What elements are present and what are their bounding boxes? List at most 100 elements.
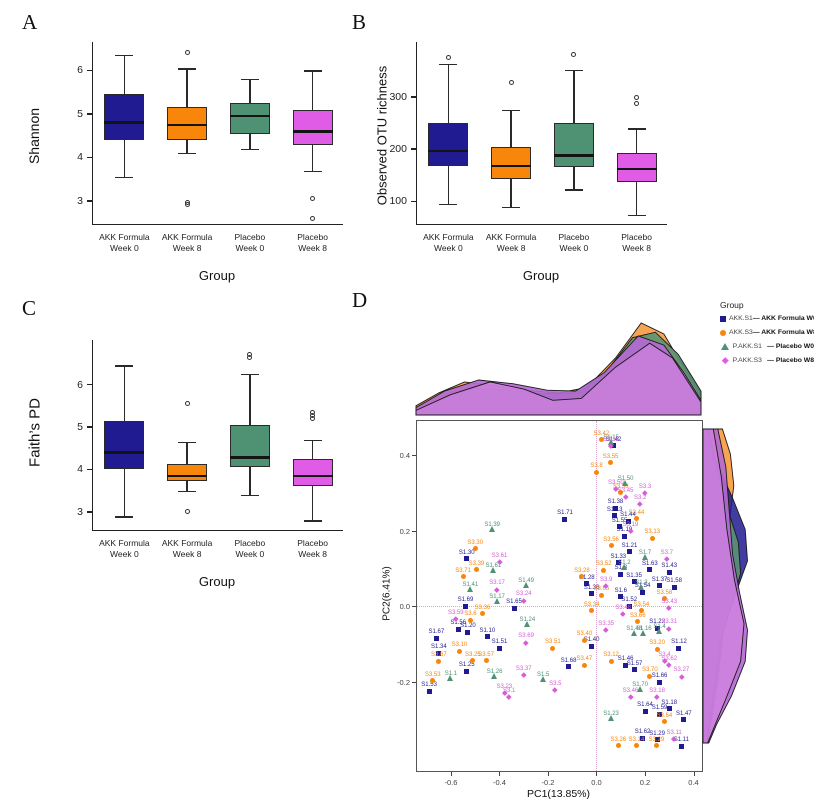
x-category-label-line: Week 0 bbox=[235, 243, 265, 254]
whisker-line bbox=[311, 439, 314, 459]
whisker-line bbox=[311, 70, 314, 110]
scatter-point-circle bbox=[589, 608, 595, 614]
scatter-point-circle bbox=[460, 574, 466, 579]
scatter-point-label: S1.44 bbox=[620, 512, 636, 519]
whisker-line bbox=[635, 181, 638, 215]
scatter-point-label: S3.35 bbox=[598, 621, 615, 628]
scatter-point-square bbox=[562, 516, 568, 522]
scatter-point-square bbox=[623, 662, 629, 668]
x-tick-label: 0.0 bbox=[591, 778, 602, 787]
x-category-label: Placebo Week 8 bbox=[268, 538, 358, 561]
scatter-point-circle bbox=[581, 637, 587, 643]
scatter-point-label: S1.29 bbox=[649, 730, 665, 737]
scatter-point-label: S3.13 bbox=[644, 529, 661, 536]
scatter-point-circle bbox=[618, 490, 624, 496]
scatter-point-label: S3.30 bbox=[467, 539, 484, 546]
box-iqr bbox=[553, 123, 594, 167]
scatter-point-square bbox=[511, 605, 517, 611]
y-tick-mark bbox=[87, 200, 92, 202]
whisker-cap bbox=[303, 520, 322, 522]
scatter-point-circle bbox=[661, 719, 667, 725]
scatter-point-label: S3.48 bbox=[615, 604, 631, 611]
scatter-point-square bbox=[426, 688, 432, 694]
scatter-point-label: S3.36 bbox=[474, 604, 491, 611]
whisker-cap bbox=[502, 206, 521, 209]
scatter-point-label: S3.27 bbox=[673, 667, 690, 674]
whisker-line bbox=[186, 68, 188, 108]
scatter-point-circle bbox=[473, 567, 479, 573]
scatter-point-label: S1.13 bbox=[606, 506, 623, 513]
whisker-line bbox=[510, 109, 512, 147]
whisker-line bbox=[635, 128, 638, 154]
scatter-point-diamond bbox=[521, 671, 527, 678]
scatter-point-circle bbox=[598, 592, 604, 598]
scatter-point-circle bbox=[467, 617, 473, 623]
legend-item-code: P.AKK.S1 bbox=[732, 343, 762, 350]
panel-b-plot-area: 100 200 300 AKK Formula Week 0 AKK Formula Wee… bbox=[389, 42, 667, 253]
scatter-point-diamond bbox=[494, 586, 500, 592]
y-tick-mark bbox=[412, 530, 416, 532]
scatter-point-label: S1.41 bbox=[462, 581, 479, 588]
scatter-point-label: S1.18 bbox=[661, 699, 678, 706]
scatter-point-square bbox=[621, 533, 627, 539]
scatter-point-label: S3.18 bbox=[649, 688, 665, 695]
scatter-point-square bbox=[671, 584, 677, 590]
scatter-point-circle bbox=[661, 596, 667, 602]
scatter-point-label: S3.25 bbox=[464, 651, 481, 658]
scatter-point-triangle bbox=[607, 714, 614, 721]
y-tick-label: -0.2 bbox=[397, 678, 410, 688]
outlier-point bbox=[571, 51, 577, 57]
box-iqr bbox=[229, 103, 270, 134]
scatter-point-square bbox=[678, 743, 684, 749]
legend-item-code: P.AKK.S3 bbox=[732, 357, 762, 364]
panel-c-x-axis-title: Group bbox=[198, 574, 236, 589]
legend-item: P.AKK.S1 — Placebo W0 bbox=[720, 343, 814, 350]
scatter-point-label: S3.28 bbox=[574, 567, 590, 574]
density-curve bbox=[702, 428, 745, 744]
y-tick-mark bbox=[412, 455, 416, 457]
x-category-label: AKK Formula Week 0 bbox=[79, 232, 169, 255]
x-category-label-line: Week 8 bbox=[496, 243, 526, 254]
outlier-point bbox=[634, 95, 640, 101]
scatter-point-label: S1.37 bbox=[651, 576, 668, 583]
whisker-line bbox=[123, 55, 126, 95]
scatter-point-label: S1.59 bbox=[651, 705, 668, 712]
scatter-point-square bbox=[566, 664, 572, 670]
scatter-point-label: S1.40 bbox=[583, 637, 600, 644]
scatter-point-label: S1.57 bbox=[626, 660, 643, 667]
scatter-point-label: S3.55 bbox=[602, 453, 619, 460]
whisker-line bbox=[447, 165, 450, 204]
scatter-point-label: S3.57 bbox=[478, 651, 494, 658]
box-median-line bbox=[616, 167, 657, 171]
scatter-point-diamond bbox=[664, 556, 670, 562]
scatter-point-label: S1.66 bbox=[651, 673, 668, 680]
scatter-point-square bbox=[666, 569, 672, 575]
x-category-label: AKK Formula Week 8 bbox=[142, 232, 232, 255]
scatter-point-triangle bbox=[620, 563, 627, 570]
scatter-point-circle bbox=[456, 648, 462, 654]
scatter-point-circle bbox=[479, 611, 485, 617]
x-category-label: Placebo Week 8 bbox=[592, 232, 682, 255]
scatter-point-circle bbox=[601, 567, 607, 573]
whisker-cap bbox=[303, 170, 322, 172]
whisker-line bbox=[573, 166, 575, 190]
whisker-line bbox=[311, 145, 314, 171]
box-median-line bbox=[104, 451, 145, 454]
scatter-point-label: S1.7 bbox=[638, 549, 652, 556]
scatter-point-diamond bbox=[620, 611, 626, 617]
scatter-point-square bbox=[681, 717, 687, 723]
y-tick-mark bbox=[87, 156, 92, 159]
whisker-line bbox=[249, 467, 251, 495]
whisker-line bbox=[249, 373, 251, 425]
scatter-point-square bbox=[631, 579, 637, 585]
scatter-point-label: S1.1 bbox=[444, 671, 458, 678]
legend-marker-square bbox=[720, 315, 726, 322]
box-median-line bbox=[491, 164, 532, 168]
x-category-label-line: AKK Formula bbox=[99, 538, 150, 548]
x-category-label-line: AKK Formula bbox=[99, 232, 150, 242]
scatter-point-label: S1.49 bbox=[518, 578, 534, 585]
box-median-line bbox=[104, 121, 145, 124]
whisker-line bbox=[123, 365, 126, 421]
whisker-line bbox=[123, 140, 126, 178]
